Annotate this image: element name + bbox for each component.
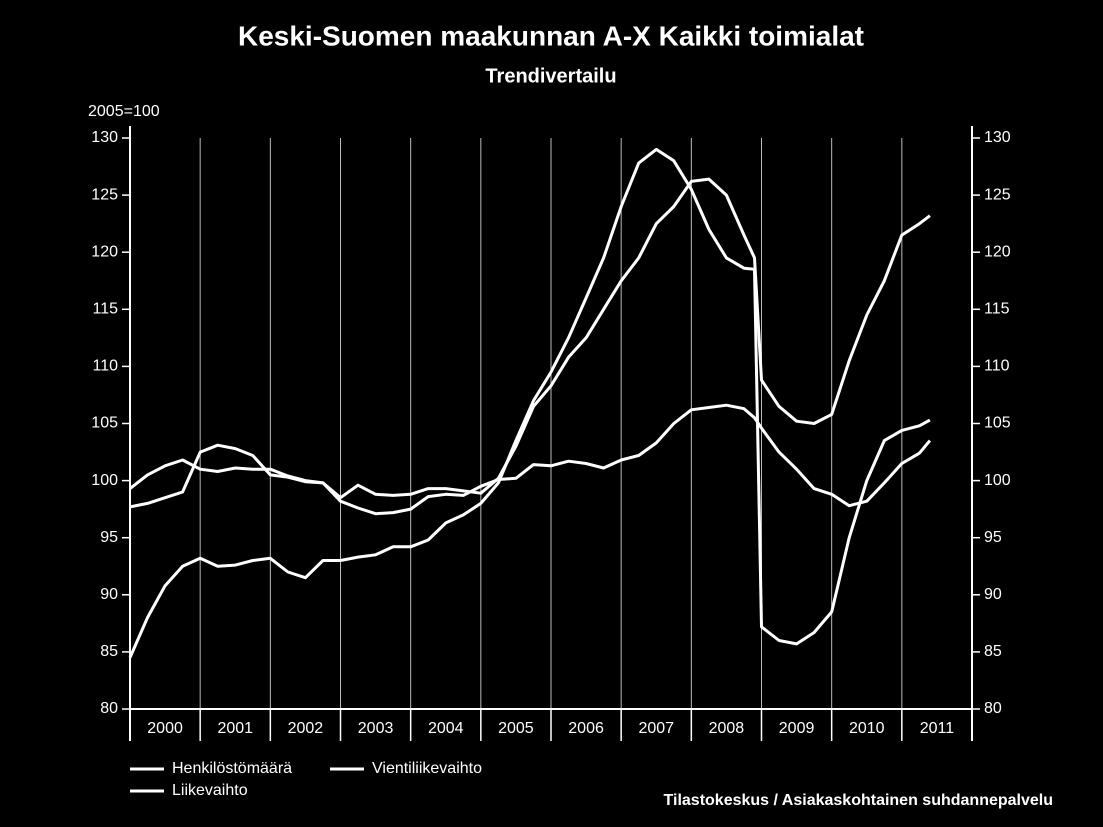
series-line bbox=[129, 177, 931, 509]
y-tick-label: 105 bbox=[91, 415, 118, 432]
y-tick-label: 90 bbox=[100, 586, 118, 603]
y-tick-label: 115 bbox=[92, 301, 118, 318]
y2-tick-label: 80 bbox=[984, 700, 1002, 717]
x-tick-label: 2005 bbox=[498, 720, 534, 737]
source: Tilastokeskus / Asiakaskohtainen suhdann… bbox=[664, 792, 1053, 809]
x-tick-label: 2007 bbox=[638, 720, 674, 737]
x-tick-label: 2001 bbox=[217, 720, 253, 737]
x-tick-label: 2008 bbox=[709, 720, 745, 737]
y-tick-label: 80 bbox=[100, 700, 118, 717]
legend-label: Liikevaihto bbox=[172, 782, 248, 799]
y2-tick-label: 100 bbox=[984, 472, 1011, 489]
x-tick-label: 2009 bbox=[779, 720, 815, 737]
y-tick-label: 100 bbox=[91, 472, 118, 489]
y2-tick-label: 105 bbox=[984, 415, 1011, 432]
y2-tick-label: 85 bbox=[984, 643, 1002, 660]
legend-label: Vientiliikevaihto bbox=[372, 760, 482, 777]
x-tick-label: 2004 bbox=[428, 720, 464, 737]
y-tick-label: 130 bbox=[91, 129, 118, 146]
chart-subtitle: Trendivertailu bbox=[485, 65, 616, 87]
x-tick-label: 2000 bbox=[147, 720, 183, 737]
series-line bbox=[128, 147, 931, 659]
y-tick-label: 125 bbox=[91, 186, 118, 203]
y2-tick-label: 130 bbox=[984, 129, 1011, 146]
y-tick-label: 95 bbox=[100, 529, 118, 546]
x-tick-label: 2002 bbox=[288, 720, 324, 737]
y2-tick-label: 90 bbox=[984, 586, 1002, 603]
y-tick-label: 120 bbox=[91, 243, 118, 260]
y2-tick-label: 115 bbox=[984, 301, 1010, 318]
y-axis-label: 2005=100 bbox=[88, 103, 160, 120]
y-tick-label: 85 bbox=[100, 643, 118, 660]
x-tick-label: 2010 bbox=[849, 720, 885, 737]
x-tick-label: 2011 bbox=[920, 720, 955, 737]
y2-tick-label: 120 bbox=[984, 243, 1011, 260]
chart-title: Keski-Suomen maakunnan A-X Kaikki toimia… bbox=[238, 20, 864, 51]
legend-label: Henkilöstömäärä bbox=[172, 760, 292, 777]
y2-tick-label: 125 bbox=[984, 186, 1011, 203]
y-tick-label: 110 bbox=[92, 358, 118, 375]
series-line bbox=[129, 403, 932, 516]
x-tick-label: 2006 bbox=[568, 720, 604, 737]
x-tick-label: 2003 bbox=[358, 720, 394, 737]
y2-tick-label: 95 bbox=[984, 529, 1002, 546]
y2-tick-label: 110 bbox=[984, 358, 1010, 375]
